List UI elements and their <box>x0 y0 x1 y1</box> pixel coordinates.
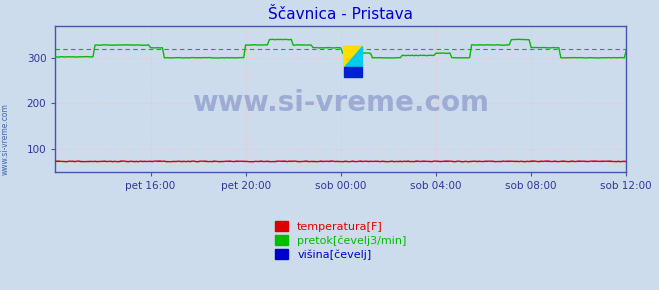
Polygon shape <box>343 46 362 67</box>
Text: www.si-vreme.com: www.si-vreme.com <box>192 89 489 117</box>
Bar <box>343 67 362 77</box>
Text: www.si-vreme.com: www.si-vreme.com <box>1 103 10 175</box>
Polygon shape <box>343 46 362 67</box>
Legend: temperatura[F], pretok[čevelj3/min], višina[čevelj]: temperatura[F], pretok[čevelj3/min], viš… <box>275 221 407 260</box>
Title: Ščavnica - Pristava: Ščavnica - Pristava <box>268 7 413 22</box>
